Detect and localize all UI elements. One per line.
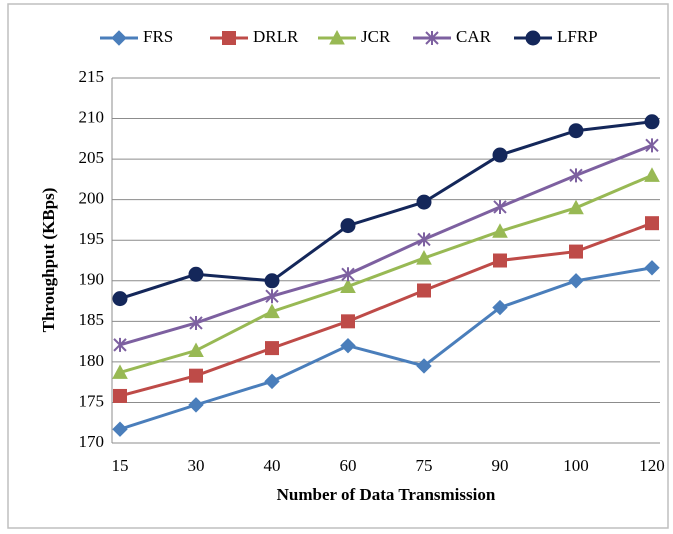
y-tick-label: 215	[79, 67, 105, 86]
data-point	[265, 341, 279, 356]
y-tick-label: 180	[79, 351, 105, 370]
data-point	[569, 244, 583, 259]
legend-label: LFRP	[557, 27, 598, 46]
legend-marker	[222, 31, 236, 45]
data-point	[644, 114, 660, 130]
data-point	[265, 289, 279, 304]
data-point	[569, 168, 583, 183]
data-point	[264, 373, 280, 390]
series-line	[119, 143, 653, 347]
legend-label: JCR	[361, 27, 391, 46]
series-line	[119, 221, 653, 398]
x-tick-label: 30	[188, 456, 205, 475]
data-point	[568, 199, 584, 215]
x-tick-label: 100	[563, 456, 589, 475]
data-point	[188, 397, 204, 413]
data-point	[113, 388, 127, 403]
data-point	[492, 147, 508, 163]
x-tick-label: 60	[340, 456, 357, 475]
y-tick-label: 185	[79, 310, 105, 329]
series-line	[119, 120, 653, 301]
data-point	[644, 260, 660, 276]
y-axis-title: Throughput (KBps)	[39, 188, 58, 333]
data-point	[492, 299, 508, 316]
data-point	[417, 283, 431, 298]
legend-label: CAR	[456, 27, 492, 46]
x-tick-label: 40	[264, 456, 281, 475]
data-point	[645, 216, 659, 231]
data-point	[644, 167, 660, 182]
data-point	[493, 199, 507, 214]
legend-marker	[525, 30, 541, 46]
data-point	[113, 337, 127, 352]
data-point	[645, 138, 659, 153]
y-tick-label: 190	[79, 270, 105, 289]
x-tick-label: 75	[416, 456, 433, 475]
y-tick-label: 195	[79, 229, 105, 248]
data-point	[568, 273, 584, 289]
legend-label: DRLR	[253, 27, 299, 46]
series-line	[119, 266, 653, 431]
data-point	[188, 342, 204, 358]
x-tick-label: 15	[112, 456, 129, 475]
x-axis-title: Number of Data Transmission	[277, 485, 496, 504]
legend-marker	[329, 29, 345, 45]
data-point	[340, 218, 356, 234]
data-point	[340, 337, 356, 354]
y-tick-label: 175	[79, 391, 105, 410]
x-tick-label: 90	[492, 456, 509, 475]
series-line	[119, 173, 653, 374]
data-point	[340, 278, 356, 293]
data-point	[416, 358, 432, 374]
data-point	[188, 266, 204, 282]
data-point	[264, 273, 280, 289]
data-point	[417, 232, 431, 247]
legend-label: FRS	[143, 27, 173, 46]
x-tick-label: 120	[639, 456, 665, 475]
y-tick-label: 205	[79, 148, 105, 167]
data-point	[493, 253, 507, 268]
data-point	[492, 223, 508, 238]
data-point	[416, 250, 432, 265]
legend-marker	[425, 31, 439, 45]
data-point	[264, 303, 280, 319]
data-point	[416, 194, 432, 210]
data-point	[112, 364, 128, 379]
data-point	[112, 421, 128, 437]
y-tick-label: 210	[79, 107, 105, 126]
data-point	[189, 368, 203, 383]
data-point	[189, 315, 203, 330]
data-point	[568, 123, 584, 139]
data-point	[341, 314, 355, 329]
data-point	[341, 267, 355, 282]
y-tick-label: 170	[79, 432, 105, 451]
chart-frame	[7, 3, 669, 529]
legend-marker	[111, 30, 127, 46]
y-tick-label: 200	[79, 189, 105, 208]
data-point	[112, 291, 128, 307]
